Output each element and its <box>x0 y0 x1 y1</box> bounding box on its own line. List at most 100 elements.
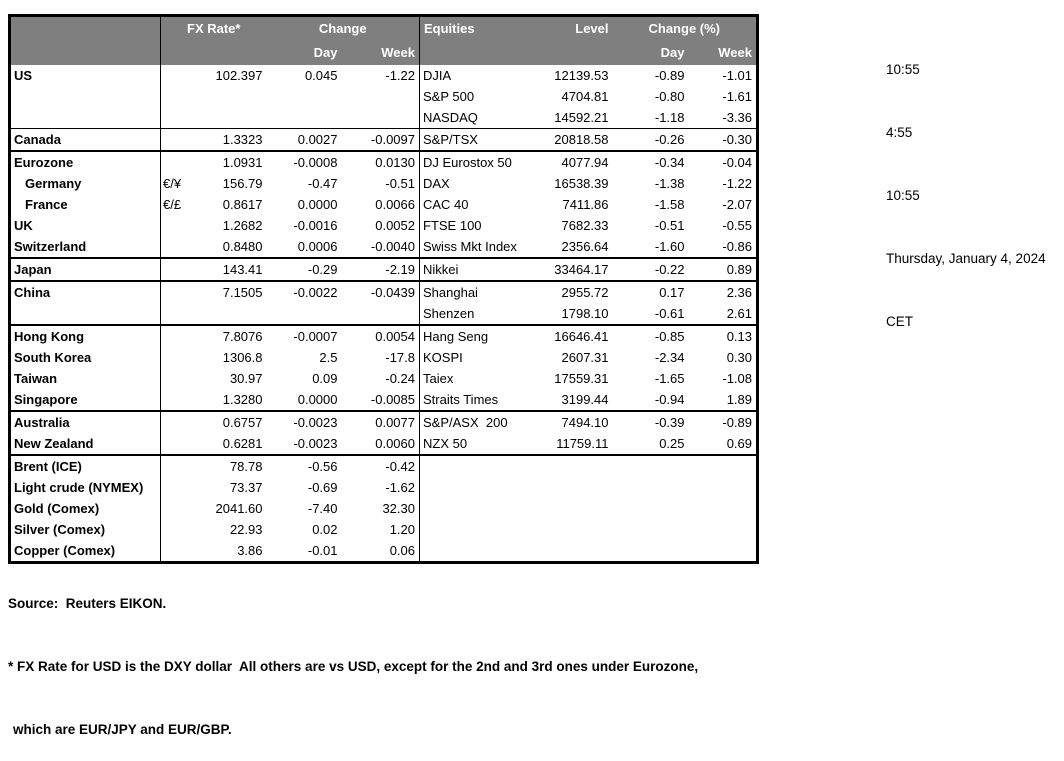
currency-pair-cell <box>161 498 189 519</box>
currency-pair-cell <box>161 477 189 498</box>
country-subheader-spacer <box>9 41 161 65</box>
equity-name-cell: Taiex <box>423 371 454 386</box>
fx-day-change-cell: 0.0006 <box>297 239 338 254</box>
time-line-3: 10:55 <box>886 188 920 203</box>
footer-notes: Source: Reuters EIKON. * FX Rate for USD… <box>8 551 698 761</box>
fx-week-change-cell: -17.8 <box>341 347 420 368</box>
table-row: France €/£ 0.8617 0.0000 0.0066 CAC 40 7411.86… <box>9 194 758 215</box>
fx-rate-cell: 30.97 <box>229 371 263 386</box>
fx-week-change-cell: -1.62 <box>341 477 420 498</box>
country-cell <box>9 107 161 129</box>
fx-week-change-cell: -0.42 <box>341 454 420 477</box>
fx-week-change-cell: -0.24 <box>341 368 420 389</box>
fx-rate-cell: 1306.8 <box>222 350 263 365</box>
fx-week-change-cell: -0.0040 <box>341 236 420 258</box>
fx-week-change-cell: -0.51 <box>341 173 420 194</box>
header-row-2: Day Week Day Week <box>9 41 758 65</box>
country-cell: Singapore <box>9 389 161 411</box>
table-header: FX Rate* Change Equities Level Change (%… <box>9 15 758 65</box>
fx-rate-cell: 2041.60 <box>215 501 263 516</box>
equity-week-change-cell: 2.36 <box>688 280 758 303</box>
equity-name-cell: S&P/ASX 200 <box>419 410 539 433</box>
equity-day-change-cell: 0.25 <box>659 436 685 451</box>
fx-week-change-cell <box>341 107 420 129</box>
fx-week-change-cell: 0.0066 <box>341 194 420 215</box>
fx-rate-cell: 156.79 <box>222 176 263 191</box>
table-row: NASDAQ 14592.21 -1.18 -3.36 <box>9 107 758 129</box>
currency-pair-cell: €/¥ <box>163 176 182 191</box>
equity-name-cell: DJIA <box>423 68 452 83</box>
equity-week-change-cell: -0.30 <box>688 128 758 151</box>
equity-week-subheader: Week <box>688 41 758 65</box>
fx-day-change-cell: -7.40 <box>307 501 338 516</box>
fx-week-change-cell: -0.0085 <box>341 389 420 411</box>
equity-day-change-cell: -1.38 <box>654 176 685 191</box>
fx-day-change-cell <box>267 86 342 107</box>
fx-week-change-cell: 0.06 <box>341 540 420 563</box>
fx-day-change-cell: -0.0022 <box>266 280 342 303</box>
table-row: US 102.397 0.045 -1.22 DJIA 12139.53 -0.89 -1.0… <box>9 65 758 86</box>
equity-day-change-cell: -0.34 <box>612 150 689 173</box>
fx-week-change-cell: -1.22 <box>341 65 420 86</box>
currency-pair-cell <box>160 280 189 303</box>
equity-level-cell: 16538.39 <box>554 176 609 191</box>
fx-rate-cell <box>189 86 267 107</box>
fx-day-change-cell: 2.5 <box>319 350 338 365</box>
equity-week-change-cell <box>689 540 758 563</box>
currency-pair-cell <box>161 303 189 325</box>
fx-day-change-cell: -0.56 <box>266 454 342 477</box>
fx-week-change-cell: 0.0060 <box>341 433 420 455</box>
fx-week-change-cell: 0.0130 <box>341 150 420 173</box>
country-cell: Copper (Comex) <box>9 540 161 563</box>
currency-pair-cell <box>161 215 189 236</box>
fx-change-column-header: Change <box>266 15 420 41</box>
fx-day-subheader: Day <box>266 41 342 65</box>
equity-day-change-cell: -2.34 <box>654 350 685 365</box>
equity-day-subheader: Day <box>612 41 689 65</box>
equity-week-change-cell: -1.61 <box>722 89 752 104</box>
country-cell: South Korea <box>9 347 161 368</box>
fx-rate-subheader-spacer <box>188 41 267 65</box>
fx-week-change-cell: -0.0097 <box>341 128 420 151</box>
equity-level-cell: 11759.11 <box>556 436 609 451</box>
equity-name-cell: NZX 50 <box>423 436 468 451</box>
country-cell <box>9 303 161 325</box>
fx-rate-cell: 0.6281 <box>222 436 263 451</box>
equity-level-cell: 3199.44 <box>561 392 609 407</box>
equity-name-cell <box>419 454 539 477</box>
equity-level-cell: 2607.31 <box>561 350 609 365</box>
equity-level-cell: 7411.86 <box>562 197 609 212</box>
currency-pair-cell: €/£ <box>163 197 182 212</box>
country-cell: Eurozone <box>9 150 161 173</box>
fx-rate-cell <box>189 303 267 325</box>
fx-week-change-cell: 0.0054 <box>341 324 420 347</box>
table-row: Taiwan 30.97 0.09 -0.24 Taiex 17559.31 -1.65 -1… <box>9 368 758 389</box>
fx-rate-cell: 1.2682 <box>222 218 263 233</box>
table-row: South Korea 1306.8 2.5 -17.8 KOSPI 2607.31 -2.… <box>9 347 758 368</box>
equity-day-change-cell <box>613 519 689 540</box>
equity-day-change-cell <box>613 477 689 498</box>
country-cell <box>9 86 161 107</box>
market-table: FX Rate* Change Equities Level Change (%… <box>8 14 759 564</box>
table-row: Brent (ICE) 78.78 -0.56 -0.42 <box>9 454 758 477</box>
equity-day-change-cell: -0.51 <box>654 218 685 233</box>
country-cell: Brent (ICE) <box>9 454 161 477</box>
equity-day-change-cell: -0.89 <box>654 68 685 83</box>
currency-pair-cell <box>160 257 189 281</box>
equity-level-cell: 16646.41 <box>538 324 613 347</box>
equities-column-header: Equities <box>419 15 539 41</box>
table-row: Japan 143.41 -0.29 -2.19 Nikkei 33464.17 -0.22… <box>9 257 758 281</box>
equity-name-cell: CAC 40 <box>423 197 469 212</box>
fx-rate-cell: 73.37 <box>229 480 263 495</box>
fx-week-subheader: Week <box>341 41 420 65</box>
fx-rate-cell: 0.6757 <box>188 410 267 433</box>
table-row: UK 1.2682 -0.0016 0.0052 FTSE 100 7682.33 -0.5… <box>9 215 758 236</box>
currency-pair-cell <box>161 433 189 455</box>
equity-level-cell: 33464.17 <box>538 257 613 281</box>
table-row: Shenzen 1798.10 -0.61 2.61 <box>9 303 758 325</box>
header-row-1: FX Rate* Change Equities Level Change (%… <box>9 15 758 41</box>
fx-rate-cell: 0.8617 <box>222 197 263 212</box>
equity-day-change-cell: -1.65 <box>654 371 685 386</box>
equity-level-cell: 4077.94 <box>538 150 613 173</box>
equity-level-cell: 20818.58 <box>538 128 613 151</box>
